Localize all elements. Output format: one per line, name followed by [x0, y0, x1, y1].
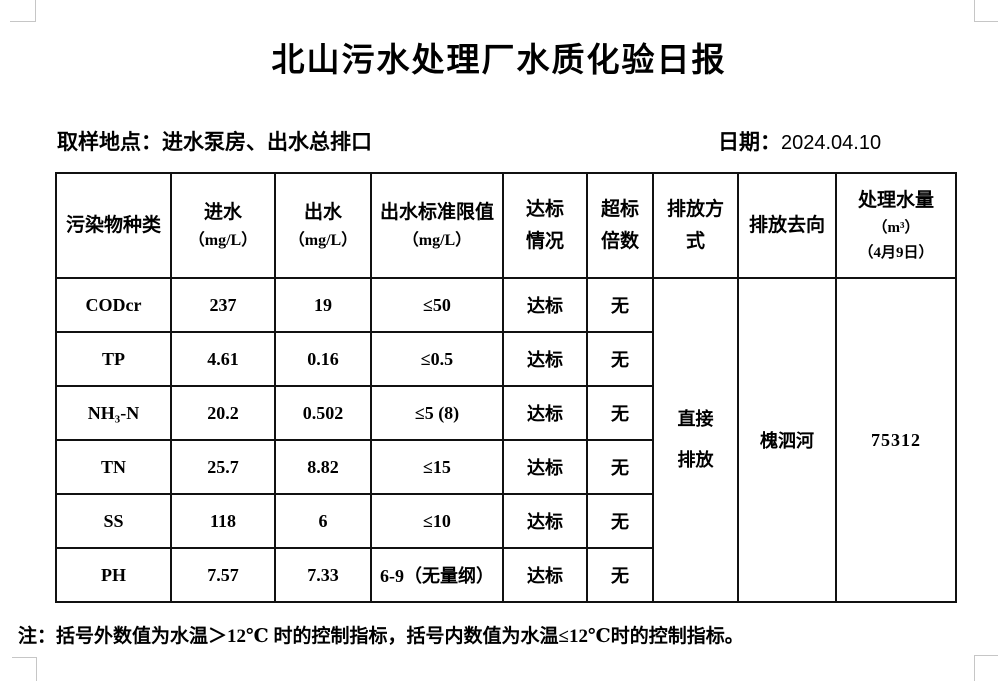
header-pollutant-label: 污染物种类: [65, 214, 161, 236]
cell-pollutant: NH₃-N: [55, 385, 172, 441]
cell-inflow: 237: [170, 277, 276, 333]
cell-exceed: 无: [586, 439, 654, 495]
cell-inflow: 7.57: [170, 547, 276, 603]
discharge-method-line1: 直接: [677, 408, 714, 429]
margin-crop-mark-top-right: [974, 0, 998, 22]
table-row: CODcr 237 19 ≤50 达标 无 直接排放 槐泗河 75312: [55, 277, 957, 603]
date-value: 2024.04.10: [781, 132, 882, 154]
cell-inflow: 20.2: [170, 385, 276, 441]
cell-inflow: 4.61: [170, 331, 276, 387]
cell-pollutant: TP: [55, 331, 172, 387]
cell-outflow: 7.33: [274, 547, 372, 603]
header-limit: 出水标准限值 （mg/L）: [370, 172, 504, 279]
cell-status: 达标: [502, 493, 588, 549]
cell-pollutant: TN: [55, 439, 172, 495]
table-row: SS 118 6 ≤10 达标 无: [55, 493, 956, 549]
header-status: 达标 情况: [502, 172, 588, 279]
header-status-line2: 情况: [525, 230, 564, 252]
cell-limit: ≤10: [370, 493, 504, 549]
header-outflow: 出水 （mg/L）: [274, 172, 372, 279]
cell-limit: ≤5 (8): [370, 385, 504, 441]
cell-status: 达标: [502, 277, 588, 333]
header-pollutant: 污染物种类: [55, 172, 172, 279]
cell-exceed: 无: [586, 277, 654, 333]
water-quality-table: 污染物种类 进水 （mg/L） 出水 （mg/L） 出水标准限值 （mg/L） 达标情…: [55, 172, 957, 603]
header-volume: 处理水量 （m³） （4月9日）: [835, 172, 957, 279]
header-volume-unit: （m³）: [872, 220, 920, 237]
cell-exceed: 无: [586, 385, 654, 441]
table-header-row: 污染物种类 进水 （mg/L） 出水 （mg/L） 出水标准限值 （mg/L） 达标情…: [55, 172, 957, 279]
header-exceed-line1: 超标: [600, 199, 639, 221]
header-limit-unit: （mg/L）: [402, 231, 472, 249]
header-method-line1: 排放方: [666, 199, 724, 221]
cell-inflow: 25.7: [170, 439, 276, 495]
header-destination-label: 排放去向: [748, 214, 825, 236]
cell-status: 达标: [502, 439, 588, 495]
cell-outflow: 8.82: [274, 439, 372, 495]
cell-discharge-destination: 槐泗河: [737, 277, 837, 603]
report-title: 北山污水处理厂水质化验日报: [271, 43, 727, 79]
header-exceed-line2: 倍数: [600, 230, 639, 252]
cell-status: 达标: [502, 331, 588, 387]
margin-crop-mark-bottom-right: [974, 655, 998, 681]
header-volume-date: （4月9日）: [858, 245, 934, 262]
report-date: 日期：2024.04.10: [718, 126, 881, 156]
date-label: 日期：: [718, 130, 781, 154]
discharge-method-line2: 排放: [677, 450, 714, 470]
header-destination: 排放去向: [737, 172, 837, 279]
cell-outflow: 0.502: [274, 385, 372, 441]
cell-exceed: 无: [586, 331, 654, 387]
cell-treated-volume: 75312: [835, 277, 957, 603]
table-row: TN 25.7 8.82 ≤15 达标 无: [55, 439, 956, 495]
cell-pollutant: SS: [55, 493, 172, 549]
header-inflow: 进水 （mg/L）: [170, 172, 276, 279]
header-limit-line1: 出水标准限值: [379, 201, 494, 223]
footnote: 注：括号外数值为水温＞12℃ 时的控制指标，括号内数值为水温≤12℃时的控制指标…: [18, 626, 744, 647]
table-row: PH 7.57 7.33 6-9（无量纲） 达标 无: [55, 547, 956, 603]
header-inflow-unit: （mg/L）: [188, 231, 258, 249]
cell-limit: ≤50: [370, 277, 504, 333]
cell-exceed: 无: [586, 493, 654, 549]
header-outflow-unit: （mg/L）: [288, 231, 358, 249]
cell-inflow: 118: [170, 493, 276, 549]
cell-status: 达标: [502, 547, 588, 603]
margin-crop-mark-bottom-left: [12, 657, 37, 681]
header-volume-line1: 处理水量: [857, 190, 934, 212]
header-method-line2: 式: [685, 230, 705, 252]
cell-outflow: 19: [274, 277, 372, 333]
cell-limit: 6-9（无量纲）: [370, 547, 504, 603]
cell-discharge-method: 直接 排放: [652, 277, 739, 603]
header-status-line1: 达标: [525, 199, 564, 221]
cell-outflow: 0.16: [274, 331, 372, 387]
margin-crop-mark-top-left: [10, 0, 36, 22]
cell-outflow: 6: [274, 493, 372, 549]
table-row: TP 4.61 0.16 ≤0.5 达标 无: [55, 331, 956, 387]
cell-limit: ≤15: [370, 439, 504, 495]
header-outflow-line1: 出水: [303, 201, 342, 223]
cell-status: 达标: [502, 385, 588, 441]
cell-pollutant: CODcr: [55, 277, 172, 333]
cell-pollutant: PH: [55, 547, 172, 603]
header-exceed: 超标 倍数: [586, 172, 654, 279]
header-method: 排放方式: [652, 172, 739, 279]
header-inflow-line1: 进水: [203, 201, 242, 223]
cell-exceed: 无: [586, 547, 654, 603]
table-row: NH₃-N 20.2 0.502 ≤5 (8) 达标 无: [55, 385, 956, 441]
cell-limit: ≤0.5: [370, 331, 504, 387]
sampling-point-label: 取样地点：进水泵房、出水总排口: [57, 130, 372, 154]
